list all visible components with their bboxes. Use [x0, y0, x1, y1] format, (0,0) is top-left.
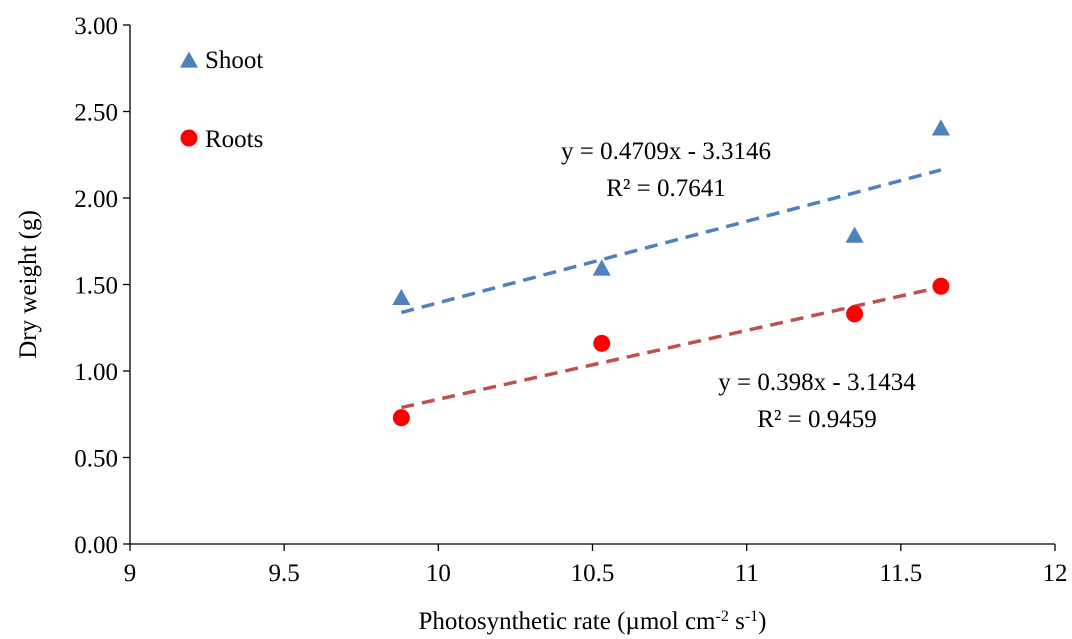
x-axis-title: Photosynthetic rate (µmol cm-2 s-1): [419, 608, 767, 636]
x-tick-label: 10.5: [571, 560, 615, 587]
shoot-point: [845, 226, 864, 243]
x-tick-label: 10: [426, 560, 451, 587]
roots-trendline: [400, 285, 942, 410]
shoot-trend-equation: y = 0.4709x - 3.3146: [561, 138, 771, 165]
shoot-point: [392, 288, 411, 305]
x-axis-title-sup1: -2: [716, 608, 729, 625]
roots-trend-r2: R² = 0.9459: [757, 406, 877, 433]
y-tick-label: 3.00: [74, 13, 118, 40]
y-tick-label: 0.00: [74, 532, 118, 559]
shoot-point: [931, 119, 950, 136]
data-points: [392, 119, 950, 427]
x-ticks: 9 9.5 10 10.5 11 11.5 12: [124, 544, 1068, 587]
x-tick-label: 12: [1043, 560, 1068, 587]
roots-trend-equation: y = 0.398x - 3.1434: [718, 369, 916, 396]
roots-point: [846, 305, 864, 323]
y-axis-title: Dry weight (g): [15, 210, 42, 359]
x-tick-label: 9.5: [269, 560, 300, 587]
x-axis-title-end: ): [758, 608, 766, 635]
trendlines: [400, 168, 942, 410]
x-axis-title-main: Photosynthetic rate (µmol cm: [419, 608, 717, 635]
x-tick-label: 11.5: [879, 560, 922, 587]
x-axis-title-sup2: -1: [745, 608, 758, 625]
shoot-point: [592, 259, 611, 276]
axes: [129, 25, 1055, 545]
y-tick-label: 2.00: [74, 186, 118, 213]
legend: Shoot Roots: [179, 47, 263, 153]
y-ticks: 0.00 0.50 1.00 1.50 2.00 2.50 3.00: [74, 13, 130, 559]
x-axis-title-mid: s: [729, 608, 745, 635]
shoot-trendline: [400, 168, 942, 315]
legend-shoot-label: Shoot: [205, 47, 263, 74]
y-tick-label: 1.50: [74, 273, 118, 300]
y-tick-label: 2.50: [74, 100, 118, 127]
legend-roots-circle-icon: [180, 129, 198, 147]
roots-point: [932, 277, 950, 295]
legend-shoot-triangle-icon: [179, 51, 199, 68]
y-tick-label: 0.50: [74, 446, 118, 473]
roots-point: [392, 409, 410, 427]
x-tick-label: 11: [735, 560, 759, 587]
y-tick-label: 1.00: [74, 359, 118, 386]
legend-roots-label: Roots: [205, 126, 263, 153]
shoot-trend-r2: R² = 0.7641: [606, 175, 726, 202]
x-tick-label: 9: [124, 560, 137, 587]
trendline-annotations: y = 0.4709x - 3.3146 R² = 0.7641 y = 0.3…: [561, 138, 916, 433]
roots-point: [593, 334, 611, 352]
